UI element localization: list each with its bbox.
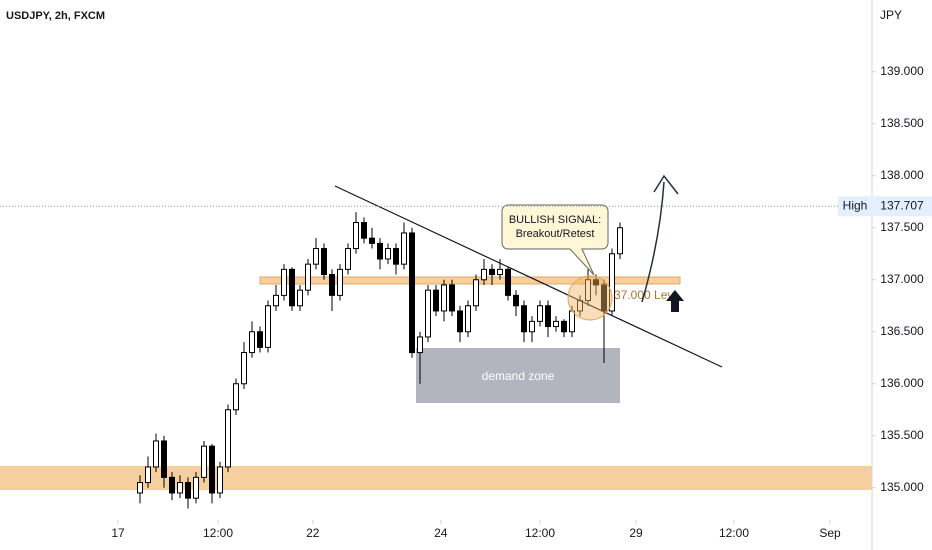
candle-body [257, 331, 263, 348]
candle-body [473, 279, 479, 307]
support-zone [0, 466, 872, 490]
candle-body [193, 476, 199, 499]
resistance-zone [259, 276, 681, 285]
y-tick-label: 136.500 [880, 324, 924, 338]
x-tick-label: 17 [111, 526, 125, 540]
candle-body [417, 336, 423, 354]
candle-body [369, 237, 375, 244]
x-tick-label: 29 [629, 526, 643, 540]
candle-body [201, 445, 207, 478]
candle-body [233, 383, 239, 411]
candle-body [209, 445, 215, 494]
candle-body [329, 274, 335, 296]
candle-body [481, 268, 487, 281]
candle-body [185, 482, 191, 499]
y-tick-label: 138.500 [880, 116, 924, 130]
candle-body [289, 268, 295, 307]
candle-body [353, 222, 359, 250]
candle-body [593, 279, 599, 286]
candle-body [273, 294, 279, 307]
candle-body [137, 482, 143, 494]
x-tick-label: 12:00 [719, 526, 749, 540]
x-tick-label: Sep [819, 526, 841, 540]
candle-body [241, 352, 247, 385]
candle-body [321, 248, 327, 276]
candles [137, 212, 623, 509]
high-value-box [872, 196, 932, 217]
y-tick-label: 137.500 [880, 220, 924, 234]
high-label-box [838, 196, 872, 217]
candle-body [409, 232, 415, 354]
y-tick-label: 136.000 [880, 376, 924, 390]
candle-body [313, 248, 319, 265]
candle-body [393, 248, 399, 265]
candle-body [569, 310, 575, 333]
candle-body [249, 331, 255, 354]
projection-arrow [641, 181, 665, 303]
trend-line [334, 185, 723, 368]
candle-body [521, 305, 527, 333]
x-tick-label: 12:00 [525, 526, 555, 540]
candle-body [561, 320, 567, 333]
candle-body [345, 248, 351, 270]
candle-body [169, 476, 175, 494]
candle-body [489, 268, 495, 276]
candle-body [265, 305, 271, 348]
candle-body [545, 305, 551, 328]
candle-body [305, 263, 311, 291]
x-tick-label: 22 [306, 526, 320, 540]
candle-body [425, 289, 431, 338]
high-value: 137.707 [880, 198, 924, 212]
chart-title: USDJPY, 2h, FXCM [6, 10, 105, 22]
signal-callout [501, 204, 609, 276]
candle-body [177, 482, 183, 494]
candle-body [145, 466, 151, 484]
candle-body [537, 305, 543, 322]
high-label: High [843, 198, 868, 212]
candle-body [361, 222, 367, 239]
candle-body [513, 294, 519, 307]
x-tick-label: 24 [434, 526, 448, 540]
candle-body [529, 320, 535, 333]
y-tick-label: 135.500 [880, 428, 924, 442]
candle-body [465, 305, 471, 333]
x-tick-label: 12:00 [203, 526, 233, 540]
candle-body [217, 466, 223, 494]
candle-body [601, 284, 607, 312]
candle-body [449, 284, 455, 312]
y-tick-label: 137.000 [880, 272, 924, 286]
candle-body [585, 279, 591, 302]
candle-body [153, 440, 159, 468]
y-tick-label: 139.000 [880, 64, 924, 78]
y-tick-label: 135.000 [880, 480, 924, 494]
candle-body [377, 242, 383, 260]
up-arrow [666, 290, 684, 312]
candle-body [433, 289, 439, 312]
candle-body [617, 227, 623, 255]
signal-subtitle: Breakout/Retest [516, 228, 595, 240]
candle-body [457, 310, 463, 333]
candle-body [609, 253, 615, 312]
currency-label: JPY [880, 8, 902, 22]
candle-body [553, 320, 559, 328]
y-tick-label: 138.000 [880, 168, 924, 182]
candle-body [505, 268, 511, 296]
projection-arrow-head [653, 174, 679, 195]
candle-body [161, 440, 167, 478]
candle-body [441, 284, 447, 312]
candle-body [281, 268, 287, 296]
candle-body [337, 268, 343, 296]
candle-body [385, 248, 391, 260]
candle-body [225, 409, 231, 468]
retest-circle [567, 275, 613, 321]
demand-zone [416, 348, 620, 403]
demand-zone-label: demand zone [482, 369, 555, 383]
candle-body [497, 268, 503, 276]
candle-body [297, 289, 303, 307]
signal-title: BULLISH SIGNAL: [509, 214, 601, 226]
candle-body [401, 232, 407, 265]
